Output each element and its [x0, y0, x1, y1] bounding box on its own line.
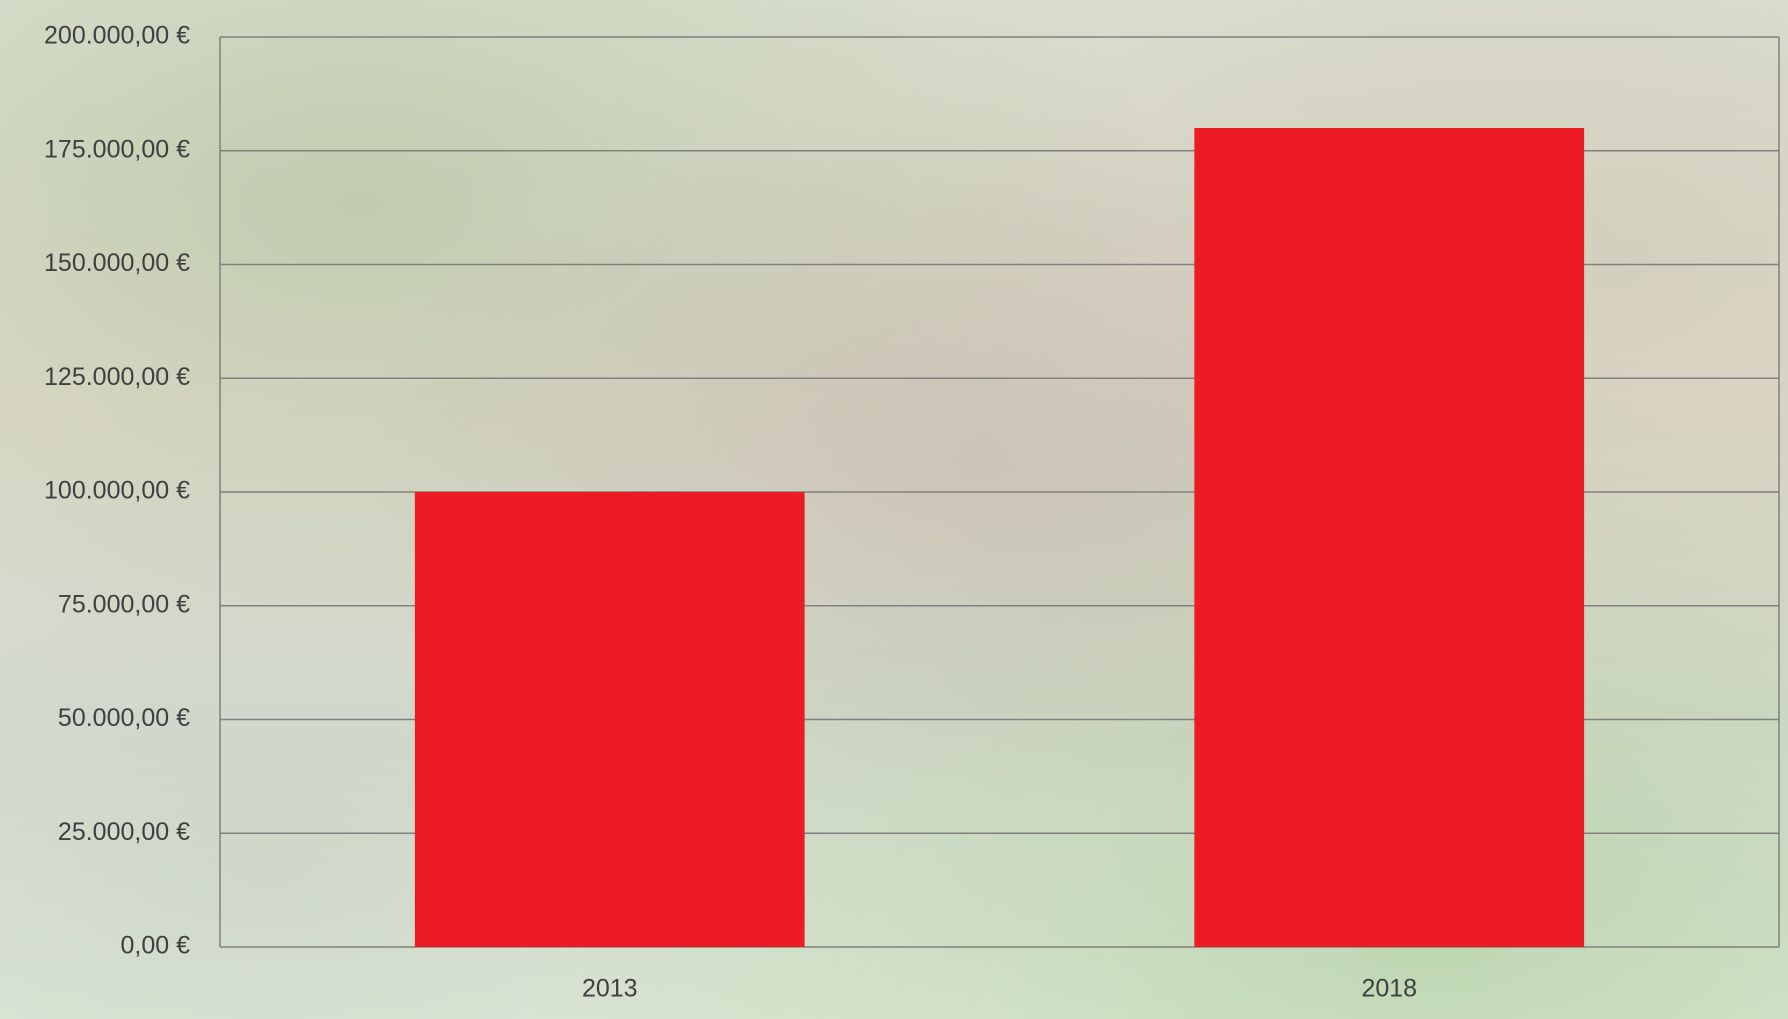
- x-tick-label: 2018: [1361, 975, 1417, 1003]
- y-tick-label: 175.000,00 €: [44, 135, 190, 163]
- bar: [1194, 128, 1585, 947]
- y-tick-label: 100.000,00 €: [44, 477, 190, 505]
- y-tick-label: 25.000,00 €: [58, 818, 190, 846]
- y-tick-label: 75.000,00 €: [58, 590, 190, 618]
- y-tick-label: 125.000,00 €: [44, 363, 190, 391]
- y-tick-label: 50.000,00 €: [58, 704, 190, 732]
- y-tick-label: 0,00 €: [120, 932, 190, 960]
- y-tick-label: 200.000,00 €: [44, 22, 190, 50]
- y-tick-label: 150.000,00 €: [44, 249, 190, 277]
- x-tick-label: 2013: [582, 975, 638, 1003]
- bar: [414, 492, 805, 947]
